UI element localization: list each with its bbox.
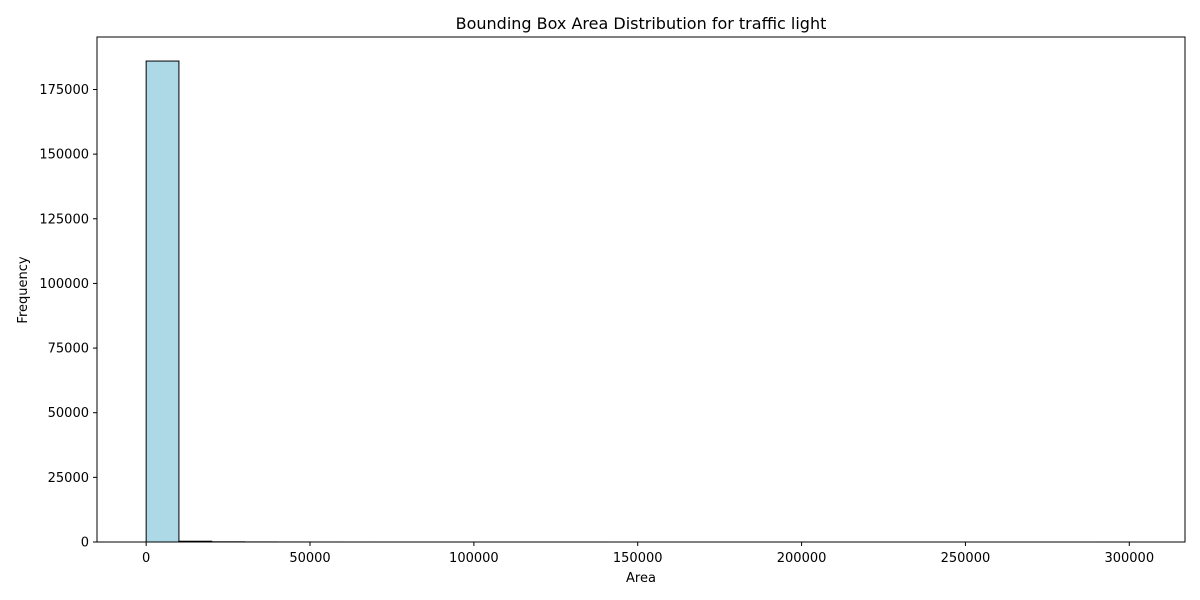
x-tick-label: 200000: [777, 551, 827, 566]
y-axis-label: Frequency: [16, 256, 31, 323]
y-axis-ticks: 0 25000 50000 75000 100000 125000 150000 175000: [39, 83, 97, 551]
x-tick-label: 250000: [941, 551, 991, 566]
plot-frame: [96, 36, 1186, 543]
bars-group: [145, 60, 1130, 543]
y-tick-label: 0: [81, 536, 89, 551]
x-axis-label: Area: [626, 571, 656, 586]
y-tick-label: 25000: [48, 471, 89, 486]
x-tick-label: 100000: [449, 551, 499, 566]
chart-title: Bounding Box Area Distribution for traff…: [456, 14, 827, 33]
y-tick-label: 150000: [39, 148, 89, 163]
y-tick-label: 50000: [48, 406, 89, 421]
histogram-bar-0: [145, 60, 180, 543]
y-tick-label: 125000: [39, 212, 89, 227]
x-axis-ticks: 0 50000 100000 150000 200000 250000 300000: [142, 542, 1154, 566]
y-tick-label: 175000: [39, 83, 89, 98]
y-tick-label: 100000: [39, 277, 89, 292]
x-tick-label: 50000: [289, 551, 330, 566]
y-tick-label: 75000: [48, 342, 89, 357]
x-tick-label: 0: [142, 551, 150, 566]
x-tick-label: 300000: [1104, 551, 1154, 566]
x-tick-label: 150000: [613, 551, 663, 566]
